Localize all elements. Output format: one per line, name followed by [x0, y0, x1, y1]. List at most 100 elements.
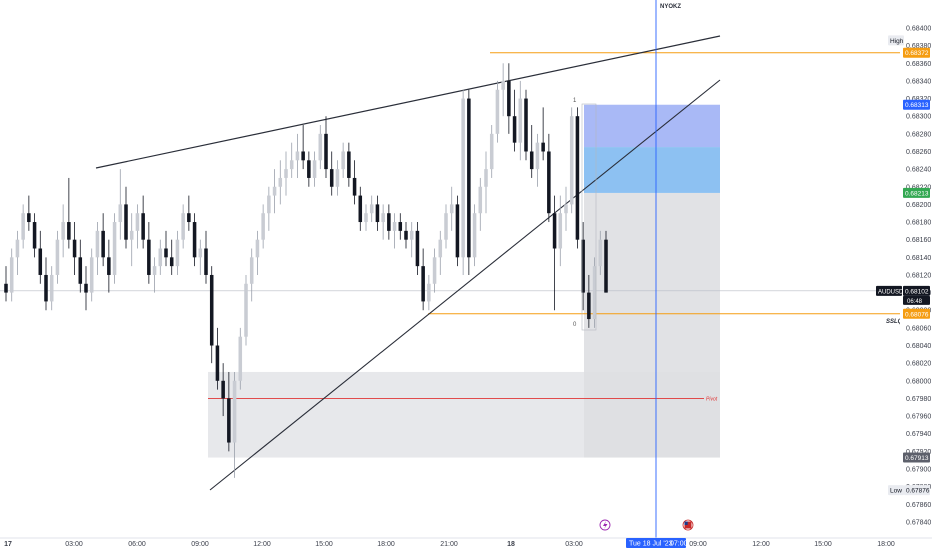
candle[interactable] [61, 204, 65, 258]
candle[interactable] [489, 125, 494, 178]
candle[interactable] [192, 213, 197, 267]
candle[interactable] [84, 266, 88, 311]
candle[interactable] [232, 371, 237, 478]
candle[interactable] [427, 274, 431, 311]
candle[interactable] [552, 195, 557, 311]
candle[interactable] [587, 274, 591, 328]
drawing-layer[interactable] [0, 0, 900, 538]
candle[interactable] [449, 186, 454, 231]
candle[interactable] [261, 204, 265, 249]
candle[interactable] [158, 239, 163, 275]
candle[interactable] [221, 363, 225, 417]
candle[interactable] [335, 160, 340, 196]
candle[interactable] [524, 89, 528, 161]
candle[interactable] [478, 177, 483, 231]
candles-layer[interactable] [4, 63, 608, 478]
candle[interactable] [409, 222, 414, 258]
candle[interactable] [375, 195, 380, 231]
candle[interactable] [438, 230, 443, 275]
candle[interactable] [4, 266, 8, 302]
candle[interactable] [324, 116, 328, 178]
candle[interactable] [312, 151, 317, 187]
candle[interactable] [284, 151, 288, 196]
candle[interactable] [404, 222, 408, 249]
candle[interactable] [249, 248, 254, 302]
candle[interactable] [529, 125, 534, 178]
candle[interactable] [307, 151, 311, 187]
candle[interactable] [358, 186, 363, 231]
candle[interactable] [364, 204, 368, 231]
candle[interactable] [301, 125, 305, 170]
time-axis[interactable]: 17 03:00 06:00 09:00 12:00 15:00 18:00 21:00 18 0… [0, 537, 932, 548]
candle[interactable] [392, 213, 397, 249]
candle[interactable] [72, 222, 77, 275]
candle[interactable] [38, 230, 43, 284]
candle[interactable] [152, 257, 157, 293]
candle[interactable] [467, 89, 471, 275]
candle[interactable] [387, 204, 391, 240]
candle[interactable] [472, 204, 477, 267]
candle[interactable] [209, 266, 214, 364]
candle[interactable] [244, 274, 248, 346]
candle[interactable] [129, 213, 134, 267]
candle[interactable] [255, 230, 260, 275]
candle[interactable] [55, 230, 60, 284]
candle[interactable] [101, 213, 105, 267]
candle[interactable] [107, 239, 111, 293]
candle[interactable] [124, 186, 128, 249]
candle[interactable] [581, 222, 585, 311]
candle[interactable] [32, 213, 37, 258]
candle[interactable] [369, 195, 374, 223]
candle[interactable] [164, 230, 168, 267]
candle[interactable] [484, 151, 488, 214]
candle[interactable] [198, 239, 203, 275]
candle[interactable] [461, 89, 465, 275]
candle[interactable] [49, 266, 54, 311]
candle[interactable] [352, 160, 357, 205]
candle[interactable] [21, 204, 25, 249]
candle[interactable] [118, 169, 123, 240]
candle[interactable] [421, 248, 425, 311]
candle[interactable] [267, 186, 271, 231]
candle[interactable] [381, 204, 385, 240]
candle[interactable] [112, 213, 117, 284]
candle[interactable] [329, 151, 334, 196]
candle[interactable] [558, 195, 563, 267]
candle[interactable] [415, 222, 420, 275]
candle[interactable] [181, 204, 185, 249]
candle[interactable] [141, 195, 145, 249]
candle[interactable] [564, 186, 568, 231]
candle[interactable] [135, 204, 140, 249]
candle[interactable] [341, 142, 345, 178]
candle[interactable] [398, 213, 403, 240]
candle[interactable] [44, 257, 48, 311]
candle[interactable] [175, 230, 180, 275]
candle[interactable] [347, 142, 351, 187]
candle[interactable] [535, 133, 540, 187]
candle[interactable] [444, 204, 448, 249]
candle[interactable] [147, 222, 151, 284]
candle[interactable] [89, 248, 94, 302]
candle[interactable] [495, 80, 500, 143]
candle[interactable] [432, 248, 437, 293]
candle[interactable] [289, 142, 294, 178]
candle[interactable] [604, 230, 608, 293]
candle[interactable] [569, 107, 574, 214]
candle[interactable] [501, 63, 505, 117]
candle[interactable] [272, 169, 277, 214]
lower-trendline[interactable] [209, 79, 721, 491]
candle[interactable] [512, 89, 517, 152]
candle[interactable] [507, 63, 511, 134]
candle[interactable] [518, 80, 523, 161]
candle[interactable] [598, 230, 603, 275]
candle[interactable] [169, 239, 174, 275]
candle[interactable] [27, 195, 31, 231]
candle[interactable] [15, 230, 20, 275]
candle[interactable] [67, 177, 71, 249]
candle[interactable] [238, 327, 243, 390]
candle[interactable] [187, 195, 191, 231]
candle[interactable] [215, 327, 220, 390]
candle[interactable] [204, 230, 208, 284]
candle[interactable] [95, 222, 100, 275]
